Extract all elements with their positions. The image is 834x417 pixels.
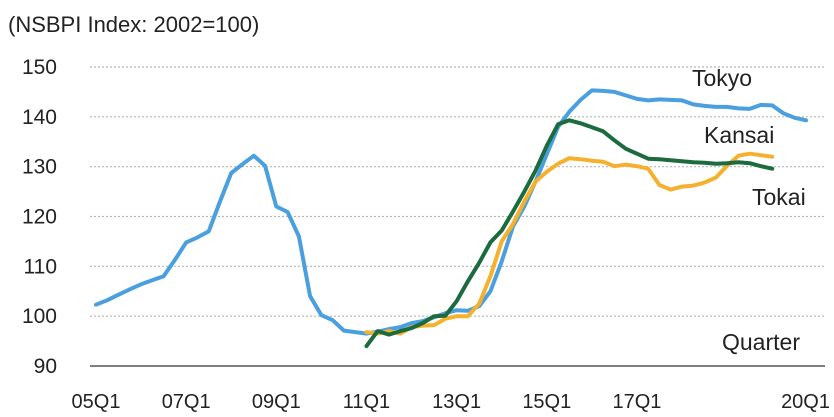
series-label-kansai: Kansai bbox=[704, 122, 774, 148]
series-label-tokyo: Tokyo bbox=[692, 65, 752, 91]
y-tick-label: 100 bbox=[22, 305, 57, 328]
x-tick-label: 20Q1 bbox=[781, 391, 830, 413]
series-labels: Tokyo Kansai Tokai bbox=[692, 65, 806, 210]
x-tick-label: 07Q1 bbox=[162, 391, 211, 413]
y-tick-label: 110 bbox=[24, 255, 57, 278]
x-axis-label: Quarter bbox=[722, 329, 800, 355]
x-tick-label: 13Q1 bbox=[432, 391, 481, 413]
y-tick-label: 90 bbox=[34, 355, 57, 378]
x-tick-label: 09Q1 bbox=[252, 391, 301, 413]
series-line-tokyo bbox=[94, 88, 808, 336]
gridlines bbox=[90, 66, 825, 317]
series-line-kansai bbox=[364, 118, 775, 349]
y-tick-label: 120 bbox=[22, 206, 57, 229]
series-label-tokai: Tokai bbox=[752, 184, 806, 210]
y-tick-label: 130 bbox=[22, 156, 57, 179]
x-tick-label: 17Q1 bbox=[612, 391, 661, 413]
series-line-tokai bbox=[364, 151, 775, 336]
y-tick-label: 140 bbox=[22, 106, 57, 129]
y-tick-label: 150 bbox=[22, 56, 57, 79]
x-axis-tick-labels: 05Q1 07Q1 09Q1 11Q1 13Q1 15Q1 17Q1 20Q1 bbox=[72, 391, 830, 413]
y-axis-tick-labels: 90 100 110 120 130 140 150 bbox=[22, 56, 57, 378]
chart-title: (NSBPI Index: 2002=100) bbox=[8, 12, 259, 37]
x-tick-label: 11Q1 bbox=[343, 391, 390, 413]
series-lines bbox=[94, 88, 808, 349]
x-tick-label: 15Q1 bbox=[522, 391, 571, 413]
x-tick-label: 05Q1 bbox=[72, 391, 121, 413]
